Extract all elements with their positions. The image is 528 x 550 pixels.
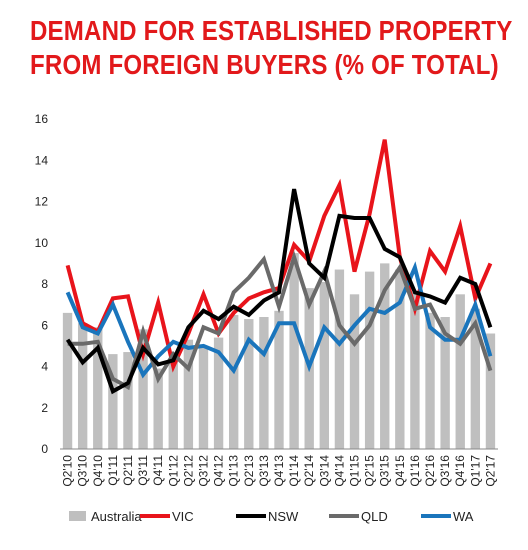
x-tick-label: Q4'14 xyxy=(332,455,346,487)
y-tick-label: 8 xyxy=(41,277,48,291)
bar-australia xyxy=(198,345,209,449)
bar-australia xyxy=(153,368,163,449)
legend-label-nsw: NSW xyxy=(268,509,299,524)
bar-australia xyxy=(108,354,118,449)
x-tick-label: Q4'12 xyxy=(212,455,226,487)
x-tick-label: Q3'12 xyxy=(196,455,210,487)
chart-title: DEMAND FOR ESTABLISHED PROPERTY FROM FOR… xyxy=(30,14,513,82)
x-tick-label: Q1'13 xyxy=(227,455,241,487)
x-tick-label: Q4'10 xyxy=(91,455,105,487)
bar-australia xyxy=(168,358,178,449)
bar-australia xyxy=(244,319,254,449)
series-line-nsw xyxy=(65,188,493,395)
x-tick-label: Q3'16 xyxy=(438,455,452,487)
x-tick-label: Q3'10 xyxy=(76,455,90,487)
series-line-qld xyxy=(67,250,493,391)
bar-australia xyxy=(123,352,133,449)
bar-australia xyxy=(410,292,420,449)
x-tick-label: Q3'13 xyxy=(257,455,271,487)
bar-australia xyxy=(319,281,329,449)
bar-australia xyxy=(274,310,284,449)
bar-australia xyxy=(77,323,88,449)
x-tick-label: Q1'14 xyxy=(287,455,301,487)
bar-australia xyxy=(349,294,360,449)
y-tick-label: 10 xyxy=(35,236,49,250)
y-tick-label: 4 xyxy=(41,360,48,374)
y-tick-label: 14 xyxy=(35,153,49,167)
bar-australia xyxy=(485,333,496,449)
x-tick-label: Q2'13 xyxy=(242,455,256,487)
legend-label-australia: Australia xyxy=(91,509,142,524)
x-tick-label: Q1'16 xyxy=(408,455,422,487)
x-tick-label: Q4'11 xyxy=(151,455,165,486)
x-tick-label: Q3'14 xyxy=(317,455,331,487)
x-tick-label: Q2'15 xyxy=(363,455,377,487)
bar-australia xyxy=(364,271,375,449)
bar-australia xyxy=(425,312,435,449)
y-tick-label: 16 xyxy=(35,112,49,126)
x-tick-label: Q2'16 xyxy=(423,455,437,487)
x-tick-label: Q4'13 xyxy=(272,455,286,487)
x-tick-label: Q4'15 xyxy=(393,455,407,487)
y-tick-label: 0 xyxy=(41,442,48,456)
bar-australia xyxy=(334,269,345,449)
y-tick-label: 6 xyxy=(41,318,48,332)
y-tick-label: 12 xyxy=(35,195,49,209)
x-tick-label: Q1'11 xyxy=(106,455,120,486)
legend-swatch-australia xyxy=(69,511,86,521)
x-tick-label: Q3'15 xyxy=(378,455,392,487)
x-tick-label: Q1'15 xyxy=(348,455,362,487)
bar-australia xyxy=(289,253,299,449)
x-tick-label: Q2'10 xyxy=(61,455,75,487)
x-tick-label: Q2'14 xyxy=(302,455,316,487)
bar-australia xyxy=(259,317,269,449)
bar-australia xyxy=(470,308,481,449)
bar-australia xyxy=(93,327,103,449)
chart-title-line-1: DEMAND FOR ESTABLISHED PROPERTY xyxy=(30,15,513,46)
bar-australia xyxy=(380,263,390,449)
x-tick-label: Q2'11 xyxy=(121,455,135,486)
x-tick-label: Q1'17 xyxy=(468,455,482,487)
bar-australia xyxy=(440,317,450,449)
bar-australia xyxy=(62,312,73,449)
x-tick-label: Q3'11 xyxy=(136,455,150,486)
bar-australia xyxy=(183,339,194,449)
bar-australia xyxy=(455,294,465,449)
chart-title-line-2: FROM FOREIGN BUYERS (% OF TOTAL) xyxy=(30,49,499,80)
bar-australia xyxy=(395,269,405,449)
legend-label-vic: VIC xyxy=(172,509,194,524)
x-tick-label: Q2'17 xyxy=(483,455,497,487)
x-tick-label: Q2'12 xyxy=(181,455,195,487)
x-tick-label: Q1'12 xyxy=(166,455,180,487)
bar-australia xyxy=(138,329,148,449)
x-tick-label: Q4'16 xyxy=(453,455,467,487)
bar-australia xyxy=(229,314,239,449)
legend-label-wa: WA xyxy=(453,509,474,524)
bar-australia xyxy=(213,337,224,449)
legend-label-qld: QLD xyxy=(361,509,388,524)
y-tick-label: 2 xyxy=(41,401,48,415)
